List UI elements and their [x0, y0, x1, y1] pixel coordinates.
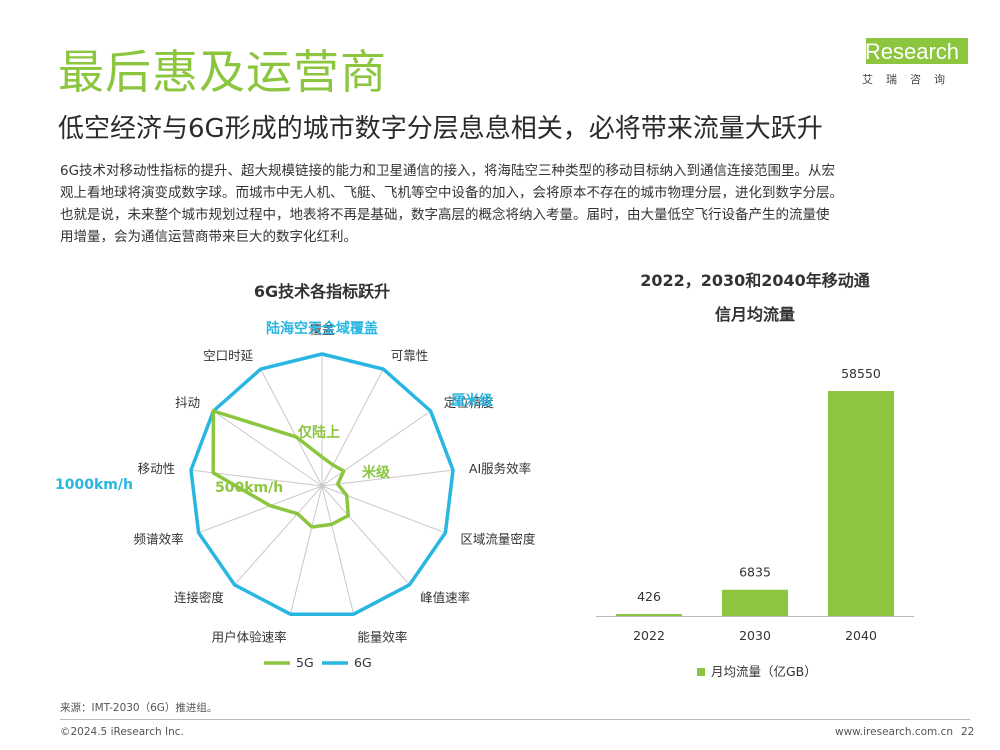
description-line: 也就是说，未来整个城市规划过程中，地表将不再是基础，数字高层的概念将纳入考量。届… — [60, 207, 830, 223]
website-link[interactable]: www.iresearch.com.cn — [835, 726, 954, 738]
radar-spoke — [213, 410, 323, 487]
description-line: 6G技术对移动性指标的提升、超大规模链接的能力和卫星通信的接入，将海陆空三种类型… — [60, 163, 836, 179]
annotation-mobility-5g: 500km/h — [215, 480, 283, 496]
page-subtitle: 低空经济与6G形成的城市数字分层息息相关，必将带来流量大跃升 — [58, 114, 823, 144]
legend-label-6G: 6G — [354, 655, 372, 670]
iresearch-logo: iResearch 艾瑞咨询 — [858, 38, 970, 96]
radar-axis-label: 空口时延 — [203, 348, 254, 363]
description-line: 用增量，会为通信运营商带来巨大的数字化红利。 — [60, 229, 357, 245]
radar-spoke — [260, 368, 323, 487]
page-title: 最后惠及运营商 — [58, 45, 387, 99]
bar-category-label: 2030 — [739, 628, 771, 643]
bar-category-label: 2022 — [633, 628, 665, 643]
bar-value-label: 6835 — [739, 565, 771, 580]
source-note: 来源：IMT-2030（6G）推进组。 — [60, 702, 218, 714]
bar-legend-label: 月均流量（亿GB） — [711, 664, 817, 679]
annotation-coverage-5g: 仅陆上 — [297, 424, 340, 441]
description: 6G技术对移动性指标的提升、超大规模链接的能力和卫星通信的接入，将海陆空三种类型… — [60, 160, 950, 248]
radar-axis-label: 频谱效率 — [134, 532, 184, 547]
legend-label-5G: 5G — [296, 655, 314, 670]
radar-axis-label: 能量效率 — [357, 630, 407, 645]
radar-spoke — [234, 485, 323, 586]
radar-spoke — [321, 485, 446, 534]
radar-spoke — [289, 485, 323, 615]
logo-text: iResearch — [860, 39, 960, 64]
bar-2022 — [616, 614, 682, 616]
annotation-mobility-6g: 1000km/h — [55, 477, 133, 493]
radar-axis-label: 移动性 — [138, 461, 176, 476]
radar-axis-label: 区域流量密度 — [460, 532, 536, 547]
description-line: 观上看地球将演变成数字球。而城市中无人机、飞艇、飞机等空中设备的加入，会将原本不… — [60, 185, 843, 201]
bar-legend-swatch — [697, 668, 705, 676]
radar-axis-label: AI服务效率 — [469, 461, 531, 476]
logo-badge — [866, 38, 968, 64]
radar-series-6G — [189, 352, 455, 616]
radar-axis-label: 用户体验速率 — [212, 630, 287, 645]
radar-axis-label: 定位精度 — [444, 395, 495, 410]
radar-spoke — [198, 485, 323, 534]
annotation-positioning-5g: 米级 — [362, 464, 391, 481]
radar-axis-label: 覆盖 — [309, 322, 334, 337]
bar-2040 — [828, 391, 894, 616]
annotation-coverage-6g: 陆海空天全域覆盖 — [266, 320, 378, 337]
bar-value-label: 58550 — [841, 366, 881, 381]
radar-axis-label: 峰值速率 — [420, 590, 470, 605]
page-number: 22 — [961, 726, 975, 738]
radar-spoke — [321, 410, 431, 487]
radar-axis-label: 连接密度 — [174, 590, 225, 605]
radar-series-5G — [211, 409, 351, 529]
bar-value-label: 426 — [637, 589, 661, 604]
bar-2030 — [722, 589, 788, 616]
radar-axis-label: 抖动 — [175, 395, 200, 410]
bar-category-label: 2040 — [845, 628, 877, 643]
radar-axis-label: 可靠性 — [391, 348, 429, 363]
radar-spoke — [321, 485, 410, 586]
bar-title-line1: 2022，2030和2040年移动通 — [640, 271, 870, 290]
logo-subtext: 艾瑞咨询 — [862, 73, 958, 86]
radar-spoke — [321, 485, 355, 615]
copyright: ©2024.5 iResearch Inc. — [60, 726, 184, 738]
radar-title: 6G技术各指标跃升 — [254, 282, 390, 301]
annotation-positioning-6g: 厘米级 — [451, 392, 494, 409]
radar-spoke — [321, 469, 454, 487]
footer-divider — [60, 719, 970, 720]
bar-title-line2: 信月均流量 — [715, 305, 795, 324]
